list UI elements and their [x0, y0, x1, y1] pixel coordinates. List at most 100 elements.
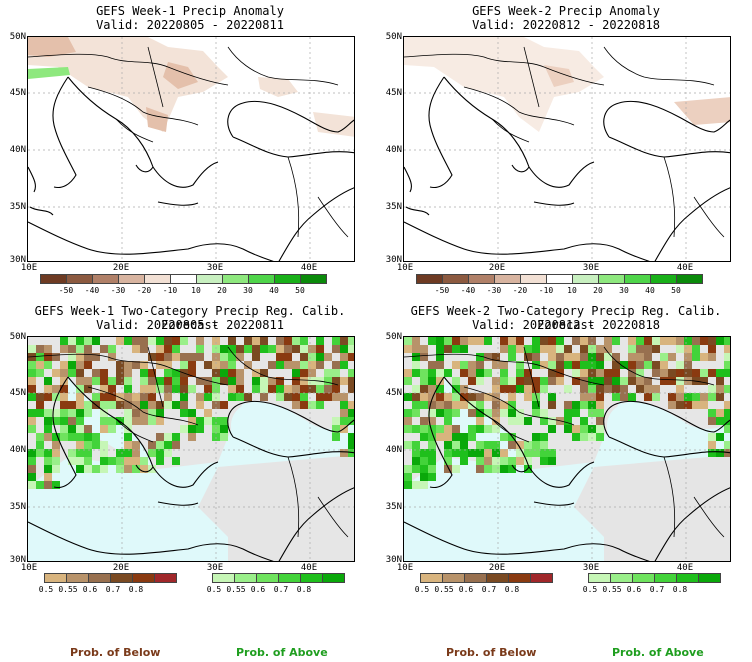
prob-cell — [612, 353, 620, 361]
lat-label: 50N — [385, 332, 402, 342]
lon-label: 30E — [582, 563, 600, 573]
prob-cell — [44, 425, 52, 433]
prob-cell — [548, 457, 556, 465]
prob-cell — [476, 337, 484, 345]
prob-cell — [220, 401, 228, 409]
prob-cell — [156, 377, 164, 385]
prob-cell — [660, 369, 668, 377]
prob-cell — [180, 337, 188, 345]
prob-cell — [532, 441, 540, 449]
prob-cell — [148, 401, 156, 409]
prob-cell — [404, 441, 412, 449]
prob-cell — [100, 385, 108, 393]
prob-cell — [84, 409, 92, 417]
prob-cell — [52, 417, 60, 425]
prob-cell — [140, 409, 148, 417]
prob-cell — [308, 401, 316, 409]
prob-cell — [124, 425, 132, 433]
colorbar-swatch — [44, 573, 67, 583]
prob-cell — [164, 433, 172, 441]
prob-cell — [220, 353, 228, 361]
lon-label: 20E — [488, 263, 506, 273]
prob-cell — [300, 393, 308, 401]
map-canvas — [28, 37, 354, 261]
prob-cell — [164, 377, 172, 385]
prob-cell — [228, 353, 236, 361]
prob-cell — [532, 353, 540, 361]
prob-cell — [668, 353, 676, 361]
prob-cell — [236, 353, 244, 361]
prob-cell — [188, 369, 196, 377]
prob-cell — [148, 449, 156, 457]
prob-cell — [612, 393, 620, 401]
prob-cell — [140, 393, 148, 401]
prob-cell — [492, 409, 500, 417]
prob-cell — [436, 425, 444, 433]
prob-cell — [708, 441, 716, 449]
prob-cell — [228, 369, 236, 377]
prob-cell — [172, 385, 180, 393]
prob-cell — [412, 337, 420, 345]
prob-cell — [292, 377, 300, 385]
prob-cell — [332, 433, 340, 441]
prob-cell — [444, 409, 452, 417]
prob-cell — [76, 361, 84, 369]
prob-cell — [308, 385, 316, 393]
colorbar-swatch — [468, 274, 495, 284]
prob-cell — [76, 417, 84, 425]
prob-cell — [276, 337, 284, 345]
prob-cell — [724, 345, 730, 353]
colorbar-tick-label: 10 — [567, 286, 577, 295]
colorbar-swatch — [520, 274, 547, 284]
prob-cell — [220, 377, 228, 385]
colorbar-swatch — [118, 274, 145, 284]
prob-cell — [124, 361, 132, 369]
probability-map — [403, 336, 731, 562]
prob-cell — [132, 401, 140, 409]
prob-cell — [412, 401, 420, 409]
prob-cell — [724, 369, 730, 377]
prob-cell — [412, 409, 420, 417]
prob-cell — [524, 369, 532, 377]
below-colorbar: 0.5 0.55 0.6 0.7 0.8 — [39, 573, 204, 599]
panel-week1-prob: GEFS Week-1 Two-Category Precip Reg. Cal… — [0, 300, 376, 662]
prob-cell — [468, 393, 476, 401]
prob-cell — [28, 457, 36, 465]
prob-cell — [92, 465, 100, 473]
prob-cell — [716, 433, 724, 441]
prob-cell — [84, 377, 92, 385]
prob-cell — [44, 353, 52, 361]
prob-cell — [60, 361, 68, 369]
prob-cell — [588, 377, 596, 385]
prob-cell — [316, 385, 324, 393]
no-signal-region — [574, 455, 730, 561]
prob-cell — [564, 425, 572, 433]
colorbar-boxes — [40, 274, 327, 284]
prob-cell — [236, 369, 244, 377]
prob-cell — [724, 401, 730, 409]
prob-cell — [76, 385, 84, 393]
prob-cell — [548, 337, 556, 345]
colorbar-swatch — [654, 573, 677, 583]
prob-cell — [404, 337, 412, 345]
country-borders — [404, 346, 725, 538]
prob-cell — [324, 369, 332, 377]
probability-map — [27, 336, 355, 562]
prob-cell — [60, 377, 68, 385]
prob-cell — [548, 361, 556, 369]
prob-cell — [116, 361, 124, 369]
colorbar-swatch — [144, 274, 171, 284]
prob-cell — [324, 385, 332, 393]
prob-cell — [468, 409, 476, 417]
panel-valid-date: Valid: 20220812 - 20220818 — [472, 18, 660, 32]
prob-cell — [500, 369, 508, 377]
colorbar-tick-label: 0.8 — [128, 585, 144, 594]
lat-label: 40N — [385, 145, 402, 155]
prob-cell — [708, 337, 716, 345]
prob-cell — [100, 417, 108, 425]
prob-cell — [68, 337, 76, 345]
prob-cell — [76, 409, 84, 417]
prob-cell — [68, 449, 76, 457]
prob-cell — [316, 393, 324, 401]
colorbar-swatch — [212, 573, 235, 583]
